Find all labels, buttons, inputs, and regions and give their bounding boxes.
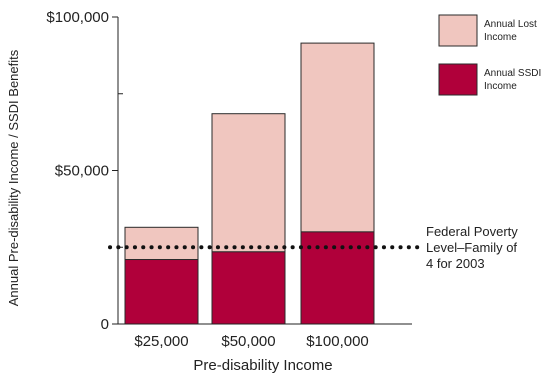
- legend-label-lost-income: Annual Lost: [484, 19, 537, 30]
- y-tick-label: $50,000: [55, 163, 109, 180]
- x-axis-title: Pre-disability Income: [193, 357, 332, 374]
- bar-ssdi-income-50000: [211, 251, 286, 325]
- legend-swatch-lost-income: [438, 14, 478, 47]
- bar-lost-income-50000: [211, 113, 286, 253]
- legend-label-lost-income-cont: Income: [484, 32, 517, 43]
- reference-line-label-3: 4 for 2003: [426, 256, 485, 271]
- bars-group: [124, 42, 375, 325]
- bar-lost-income-25000: [124, 226, 199, 261]
- x-tick-label: $100,000: [306, 333, 369, 350]
- reference-line-label-1: Federal Poverty: [426, 224, 518, 239]
- y-tick-label: $100,000: [46, 9, 109, 26]
- y-ticks-group: 0 $50,000 $100,000: [46, 9, 123, 333]
- legend-label-ssdi-income: Annual SSDI: [484, 68, 541, 79]
- bar-ssdi-income-25000: [124, 259, 199, 325]
- legend-label-ssdi-income-cont: Income: [484, 81, 517, 92]
- x-tick-label: $50,000: [221, 333, 275, 350]
- bar-lost-income-100000: [300, 42, 375, 233]
- y-tick-label: 0: [101, 316, 109, 333]
- legend: Annual Lost Income Annual SSDI Income: [438, 14, 541, 96]
- x-ticks-group: $25,000 $50,000 $100,000: [134, 333, 368, 350]
- x-tick-label: $25,000: [134, 333, 188, 350]
- bar-ssdi-income-100000: [300, 231, 375, 325]
- reference-line-group: Federal Poverty Level–Family of 4 for 20…: [108, 224, 518, 271]
- reference-line-label-2: Level–Family of: [426, 240, 517, 255]
- y-axis-title: Annual Pre-disability Income / SSDI Bene…: [6, 49, 21, 306]
- legend-swatch-ssdi-income: [438, 63, 478, 96]
